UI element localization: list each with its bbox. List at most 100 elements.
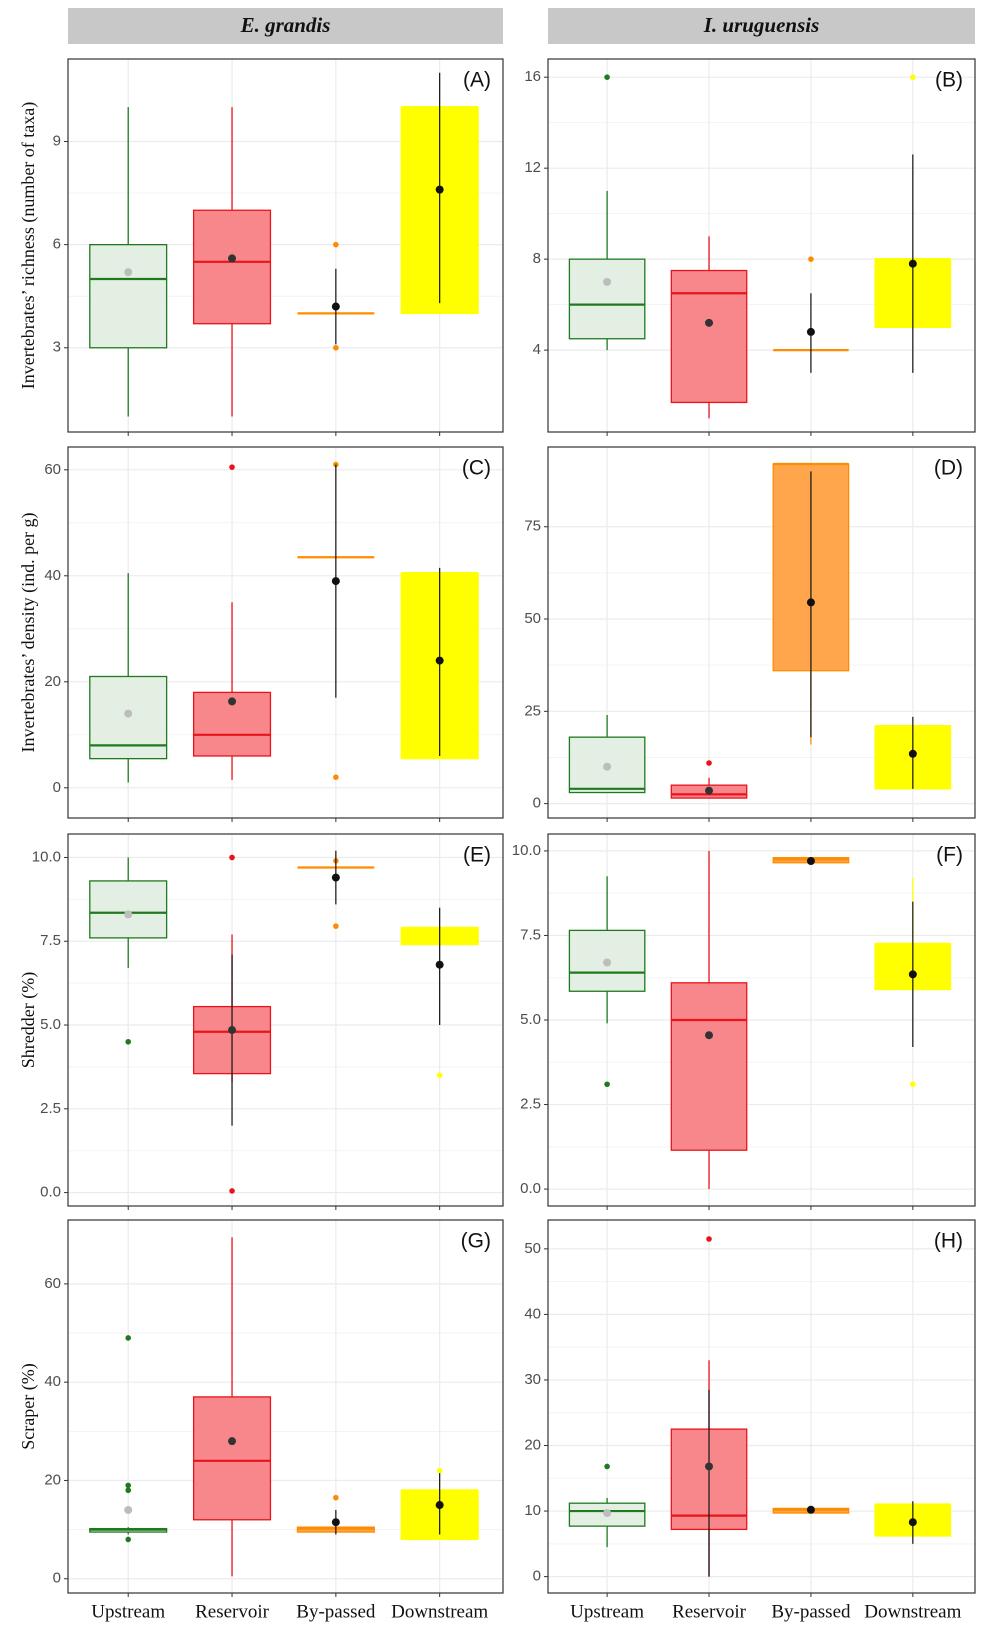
y-tick-label: 9 (53, 132, 61, 149)
strip (68, 8, 503, 44)
y-tick-label: 75 (524, 518, 541, 535)
y-tick-label: 60 (44, 461, 61, 478)
mean (435, 1501, 444, 1510)
outlier (333, 1494, 339, 1501)
box (192, 209, 272, 325)
y-tick-label: 25 (524, 702, 541, 719)
y-tick-label: 2.5 (520, 1096, 541, 1113)
panel-border (67, 58, 504, 433)
mean (705, 318, 714, 327)
x-tick-label: Downstream (864, 1601, 961, 1622)
y-tick-label: 0 (533, 1568, 541, 1585)
panel-label: (G) (461, 1230, 491, 1253)
y-tick-label: 20 (44, 673, 61, 690)
y-tick-label: 0 (53, 1570, 61, 1587)
mean (908, 259, 917, 268)
mean (124, 709, 133, 718)
mean (705, 1031, 714, 1040)
panel-border (67, 446, 504, 819)
strip-title: E. grandis (240, 13, 331, 37)
panel-border (67, 1219, 504, 1594)
outlier (604, 1081, 610, 1088)
mean (124, 910, 133, 919)
y-tick-label: 0.0 (40, 1184, 61, 1201)
outlier (436, 1467, 443, 1474)
outlier (229, 464, 235, 470)
mean (908, 749, 917, 758)
mean (603, 762, 612, 771)
y-tick-label: 10 (524, 1502, 541, 1519)
mean (806, 598, 815, 607)
x-tick-label: By-passed (771, 1601, 851, 1622)
box (568, 258, 646, 340)
y-tick-label: 16 (524, 68, 541, 85)
mean (435, 656, 444, 665)
y-tick-label: 2.5 (40, 1100, 61, 1117)
mean (331, 302, 340, 311)
y-tick-label: 8 (533, 250, 541, 267)
y-tick-label: 6 (53, 236, 61, 253)
panel-border (547, 58, 976, 433)
outlier (436, 1072, 443, 1079)
mean (603, 1509, 612, 1518)
panel-label: (C) (462, 457, 491, 480)
outlier (706, 1236, 712, 1242)
mean (228, 254, 237, 263)
panel-border (547, 446, 976, 819)
x-tick-label: Upstream (570, 1601, 644, 1622)
outlier (125, 1038, 132, 1045)
y-tick-label: 12 (524, 159, 541, 176)
mean (435, 960, 444, 969)
strip-title: I. uruguensis (703, 13, 820, 37)
mean (331, 1518, 340, 1527)
box (670, 982, 748, 1151)
mean (806, 327, 815, 336)
y-tick-label: 0 (53, 779, 61, 796)
outlier (125, 1335, 132, 1341)
box (192, 691, 272, 757)
y-tick-label: 3 (53, 339, 61, 356)
outlier (125, 1482, 132, 1489)
outlier (910, 74, 916, 80)
mean (806, 1505, 815, 1514)
mean (124, 268, 133, 277)
panel (548, 1220, 975, 1593)
x-tick-label: Reservoir (672, 1601, 747, 1622)
y-axis-label: Invertebrates’ richness (number of taxa) (18, 102, 39, 390)
outlier (333, 923, 339, 929)
y-tick-label: 60 (44, 1275, 61, 1292)
x-tick-label: By-passed (296, 1601, 376, 1622)
panel-label: (A) (463, 69, 491, 92)
strip (548, 8, 975, 44)
y-axis-label: Shredder (%) (18, 972, 39, 1068)
mean (806, 857, 815, 866)
outlier (333, 344, 339, 351)
y-tick-label: 40 (524, 1305, 541, 1322)
panel (548, 59, 975, 432)
mean (705, 1462, 714, 1471)
y-tick-label: 5.0 (520, 1011, 541, 1028)
panel-border (547, 1219, 976, 1594)
outlier (808, 256, 814, 262)
outlier (604, 1463, 610, 1470)
y-tick-label: 10.0 (512, 842, 541, 859)
y-axis-label: Invertebrates’ density (ind. per g) (18, 512, 39, 752)
box (89, 880, 168, 939)
y-tick-label: 7.5 (40, 932, 61, 949)
mean (228, 697, 237, 706)
y-tick-label: 20 (524, 1436, 541, 1453)
mean (908, 1518, 917, 1527)
y-tick-label: 20 (44, 1471, 61, 1488)
y-tick-label: 10.0 (32, 848, 61, 865)
y-tick-label: 0.0 (520, 1180, 541, 1197)
box (192, 1396, 272, 1521)
outlier (706, 760, 712, 766)
x-tick-label: Downstream (391, 1601, 488, 1622)
mean (228, 1026, 237, 1035)
panel-label: (H) (934, 1230, 963, 1253)
mean (705, 786, 714, 795)
outlier (229, 854, 235, 861)
panel-label: (B) (935, 69, 963, 92)
panel-label: (F) (936, 844, 963, 867)
